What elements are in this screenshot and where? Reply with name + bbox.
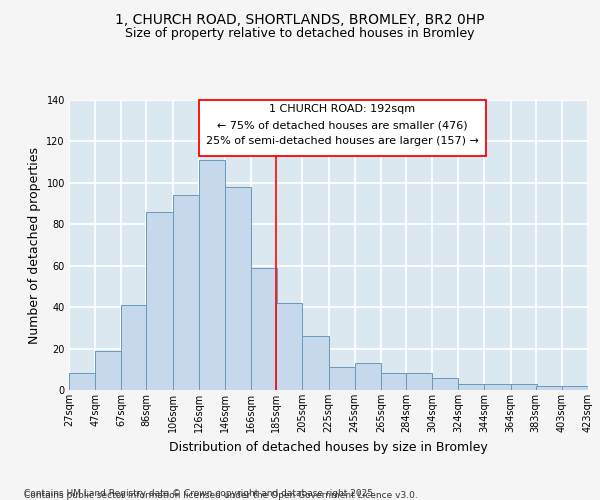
Text: ← 75% of detached houses are smaller (476): ← 75% of detached houses are smaller (47… xyxy=(217,120,467,130)
Text: Size of property relative to detached houses in Bromley: Size of property relative to detached ho… xyxy=(125,28,475,40)
Bar xyxy=(536,386,562,390)
Bar xyxy=(95,350,121,390)
Bar xyxy=(276,303,302,390)
Bar xyxy=(432,378,458,390)
Text: 1 CHURCH ROAD: 192sqm: 1 CHURCH ROAD: 192sqm xyxy=(269,104,415,114)
Bar xyxy=(484,384,511,390)
Bar xyxy=(381,374,407,390)
Bar xyxy=(355,363,381,390)
Text: Contains HM Land Registry data © Crown copyright and database right 2025.: Contains HM Land Registry data © Crown c… xyxy=(24,488,376,498)
Bar xyxy=(121,305,148,390)
Bar xyxy=(329,367,355,390)
Bar xyxy=(146,212,173,390)
Text: Contains public sector information licensed under the Open Government Licence v3: Contains public sector information licen… xyxy=(24,491,418,500)
Bar xyxy=(225,187,251,390)
X-axis label: Distribution of detached houses by size in Bromley: Distribution of detached houses by size … xyxy=(169,440,488,454)
Bar xyxy=(69,374,95,390)
Y-axis label: Number of detached properties: Number of detached properties xyxy=(28,146,41,344)
Bar xyxy=(199,100,486,156)
Bar xyxy=(302,336,329,390)
Text: 25% of semi-detached houses are larger (157) →: 25% of semi-detached houses are larger (… xyxy=(206,136,479,146)
Text: 1, CHURCH ROAD, SHORTLANDS, BROMLEY, BR2 0HP: 1, CHURCH ROAD, SHORTLANDS, BROMLEY, BR2… xyxy=(115,12,485,26)
Bar xyxy=(562,386,588,390)
Bar xyxy=(458,384,484,390)
Bar xyxy=(511,384,537,390)
Bar xyxy=(199,160,225,390)
Bar xyxy=(406,374,432,390)
Bar xyxy=(251,268,277,390)
Bar xyxy=(173,196,199,390)
